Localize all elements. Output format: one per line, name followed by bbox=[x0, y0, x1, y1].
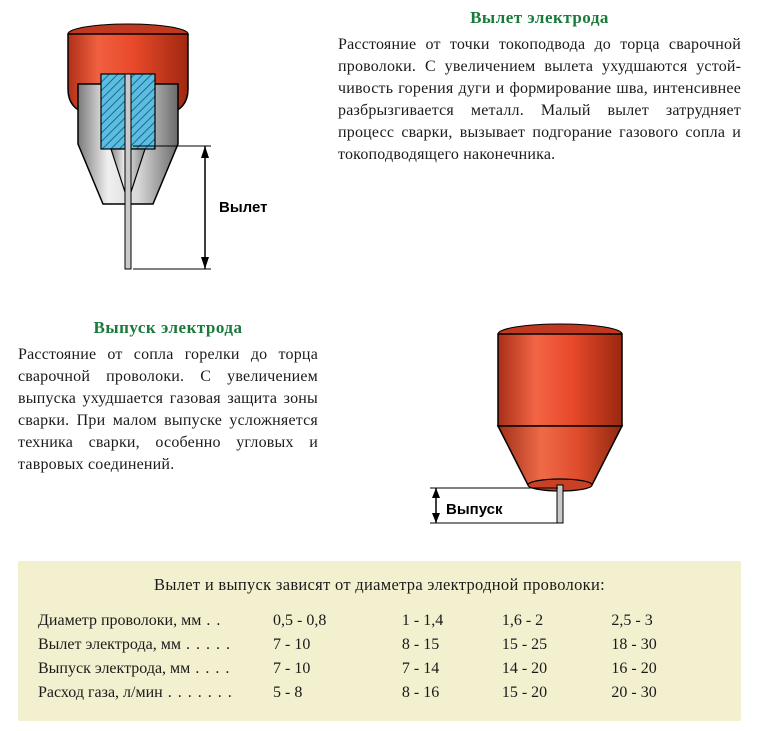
cell-value: 8 - 16 bbox=[402, 681, 502, 705]
parameters-infobox: Вылет и выпуск зависят от диаметра элект… bbox=[18, 561, 741, 721]
cell-value: 1 - 1,4 bbox=[402, 609, 502, 633]
diagram-vylet: Вылет bbox=[33, 14, 303, 294]
cell-value: 8 - 15 bbox=[402, 633, 502, 657]
section-vypusk-text: Расстояние от сопла горелки до торца сва… bbox=[18, 344, 318, 476]
cell-value: 15 - 20 bbox=[502, 681, 612, 705]
section-vypusk-title: Выпуск электрода bbox=[18, 318, 318, 338]
row-label: Диаметр проволоки, мм . . bbox=[38, 609, 273, 633]
cell-value: 1,6 - 2 bbox=[502, 609, 612, 633]
cell-value: 20 - 30 bbox=[611, 681, 721, 705]
row-label: Выпуск электрода, мм . . . . bbox=[38, 657, 273, 681]
table-row: Диаметр проволоки, мм . .0,5 - 0,81 - 1,… bbox=[38, 609, 721, 633]
cell-value: 7 - 10 bbox=[273, 657, 402, 681]
cell-value: 18 - 30 bbox=[611, 633, 721, 657]
cell-value: 15 - 25 bbox=[502, 633, 612, 657]
cell-value: 7 - 10 bbox=[273, 633, 402, 657]
diagram-vypusk: Выпуск bbox=[410, 320, 670, 545]
diagram-vylet-label: Вылет bbox=[219, 199, 267, 216]
section-vylet-text: Расстояние от точки токоподвода до торца… bbox=[338, 34, 741, 166]
cell-value: 2,5 - 3 bbox=[611, 609, 721, 633]
table-row: Вылет электрода, мм . . . . .7 - 108 - 1… bbox=[38, 633, 721, 657]
row-label: Расход газа, л/мин . . . . . . . bbox=[38, 681, 273, 705]
parameters-table: Диаметр проволоки, мм . .0,5 - 0,81 - 1,… bbox=[38, 609, 721, 705]
cell-value: 0,5 - 0,8 bbox=[273, 609, 402, 633]
infobox-title: Вылет и выпуск зависят от диаметра элект… bbox=[38, 575, 721, 595]
cell-value: 14 - 20 bbox=[502, 657, 612, 681]
diagram-vypusk-block: Выпуск bbox=[338, 312, 741, 551]
section-vylet: Вылет электрода Расстояние от точки токо… bbox=[338, 8, 741, 302]
diagram-vypusk-label: Выпуск bbox=[446, 501, 503, 518]
section-vypusk: Выпуск электрода Расстояние от сопла гор… bbox=[18, 312, 318, 551]
section-vylet-title: Вылет электрода bbox=[338, 8, 741, 28]
table-row: Выпуск электрода, мм . . . .7 - 107 - 14… bbox=[38, 657, 721, 681]
cell-value: 16 - 20 bbox=[611, 657, 721, 681]
cell-value: 7 - 14 bbox=[402, 657, 502, 681]
row-label: Вылет электрода, мм . . . . . bbox=[38, 633, 273, 657]
table-row: Расход газа, л/мин . . . . . . .5 - 88 -… bbox=[38, 681, 721, 705]
cell-value: 5 - 8 bbox=[273, 681, 402, 705]
diagram-vylet-block: Вылет bbox=[18, 8, 318, 302]
